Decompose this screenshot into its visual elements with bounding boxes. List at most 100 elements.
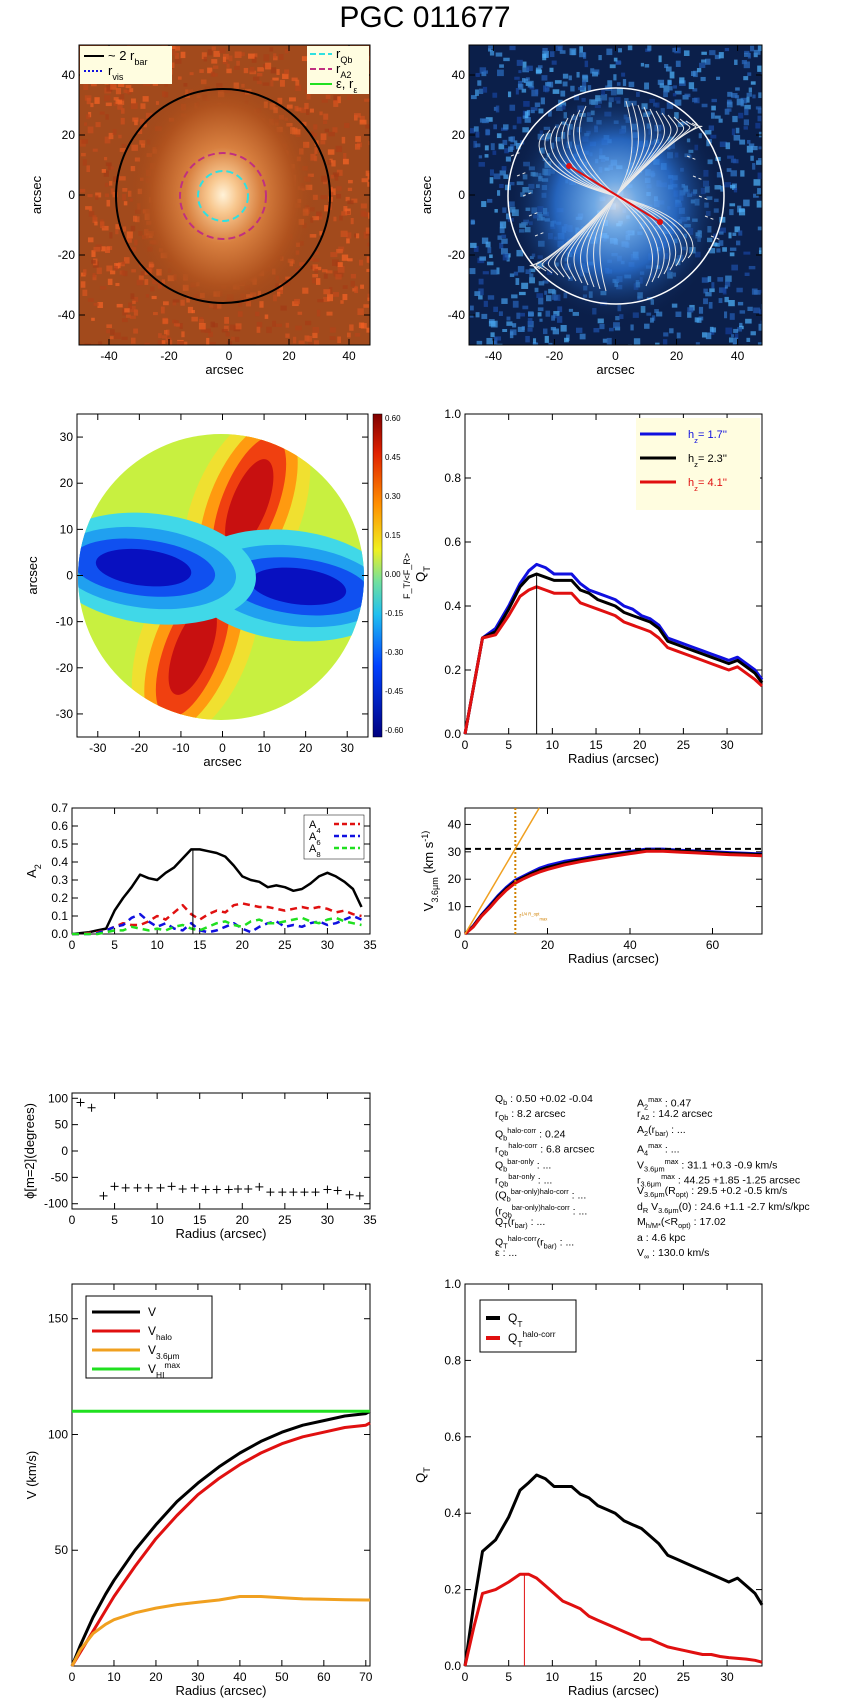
parameter-line: Qbbar-only : ...	[495, 1156, 552, 1174]
bar-position-angle-line	[568, 165, 661, 223]
x-tick-label: 20	[541, 938, 555, 952]
galaxy-light	[128, 75, 318, 315]
x-axis-label: Radius (arcsec)	[568, 751, 659, 766]
x-tick-label: 15	[589, 738, 603, 752]
parameter-line: QThalo-corr(rbar) : ...	[495, 1233, 575, 1251]
chart-fourier_amplitudes: 0 5 10 15 20 25 30 35 0.0 0.1 0.2 0.3 0.4 0.5 0.6 0.7 A2…	[24, 801, 377, 952]
page-title: PGC 011677	[339, 1, 511, 34]
x-tick-label: 20	[236, 1213, 250, 1227]
parameter-line: Qb : 0.50 +0.02 -0.04	[495, 1093, 593, 1108]
y-tick-label: 40	[448, 817, 462, 831]
colorbar	[372, 413, 383, 738]
series-line	[70, 1409, 371, 1667]
circle-2rbar	[115, 88, 331, 304]
force-ratio-map-panel: -30 -20 -10 0 10 20 30 30 20 10 0 -10 -20 -30 arcsec ar…	[25, 413, 412, 769]
plot-frame	[464, 807, 763, 935]
y-tick-label: 0	[61, 1144, 68, 1158]
y-tick-label: 0.8	[444, 471, 461, 485]
x-tick-label: 60	[706, 938, 720, 952]
parameter-line: rA2 : 14.2 arcsec	[637, 1108, 713, 1123]
x-tick-label: 20	[670, 349, 684, 363]
x-tick-label: 40	[623, 938, 637, 952]
y-axis-label: arcsec	[419, 175, 434, 214]
x-tick-label: 10	[257, 741, 271, 755]
x-axis-label: Radius (arcsec)	[568, 951, 659, 966]
phase-point	[190, 1183, 199, 1192]
parameter-line: A2max : 0.47	[637, 1095, 692, 1112]
series-line	[463, 572, 764, 735]
y-tick-label: -20	[56, 661, 74, 675]
y-tick-label: -20	[448, 248, 466, 262]
y-tick-label: 0.4	[444, 599, 461, 613]
legend-right-box	[307, 46, 369, 94]
chart-qt_profiles: 0 5 10 15 20 25 30 0.0 0.2 0.4 0.6 0.8 1.0 Radius (ar…	[413, 407, 764, 766]
series-line	[72, 916, 362, 936]
phase-point	[255, 1182, 264, 1191]
y-tick-label: -10	[56, 615, 74, 629]
x-tick-label: 30	[321, 1213, 335, 1227]
phase-point	[144, 1183, 153, 1192]
y-tick-label: 0.5	[51, 837, 68, 851]
y-tick-label: 0.7	[51, 801, 68, 815]
x-tick-label: 40	[731, 349, 745, 363]
x-tick-label: 30	[720, 1670, 734, 1684]
x-tick-label: 20	[236, 938, 250, 952]
y-tick-label: 40	[452, 68, 466, 82]
phase-point	[167, 1182, 176, 1191]
parameter-summary: Qb : 0.50 +0.02 -0.04 rQb : 8.2 arcsec Qbh…	[495, 1092, 845, 1261]
phase-point	[212, 1185, 221, 1194]
phase-point	[178, 1184, 187, 1193]
legend-label: V	[148, 1305, 156, 1319]
parameter-line: A4max : ...	[637, 1141, 680, 1158]
series-line	[71, 848, 363, 936]
x-tick-label: 70	[359, 1670, 373, 1684]
parameter-line: QT(rbar) : ...	[495, 1216, 546, 1231]
y-tick-label: 0.6	[444, 1430, 461, 1444]
parameter-line: A2(rbar) : ...	[637, 1123, 686, 1138]
inner-slope-line	[464, 807, 540, 935]
parameter-column-left: Qb : 0.50 +0.02 -0.04 rQb : 8.2 arcsec Qbh…	[495, 1092, 594, 1261]
y-tick-label: 1.0	[444, 1277, 461, 1291]
x-tick-label: 20	[149, 1670, 163, 1684]
legend-label: A8​	[309, 843, 321, 859]
series-line	[463, 585, 764, 735]
colorbar-tick-label: -0.30	[385, 648, 404, 657]
parameter-line: V∞ : 130.0 km/s	[637, 1246, 710, 1261]
x-tick-label: 0	[69, 1213, 76, 1227]
x-tick-label: 35	[363, 938, 377, 952]
y-tick-label: -40	[58, 308, 76, 322]
circle-rA2	[179, 152, 267, 240]
y-tick-label: 50	[55, 1543, 69, 1557]
x-axis-label: arcsec	[203, 754, 242, 769]
parameter-column-right: A2max : 0.47 rA2 : 14.2 arcsec A2(rbar) : …	[637, 1092, 810, 1261]
x-tick-label: 30	[341, 741, 355, 755]
parameter-line: V3.6μmmax : 31.1 +0.3 -0.9 km/s	[637, 1156, 778, 1174]
x-tick-label: 15	[193, 1213, 207, 1227]
x-tick-label: 20	[299, 741, 313, 755]
legend-label: ε, rε​	[336, 76, 357, 95]
x-tick-label: 10	[150, 1213, 164, 1227]
x-tick-label: 0	[219, 741, 226, 755]
parameter-line: ε : ...	[495, 1246, 518, 1259]
legend-label: QT​halo-corr​	[508, 1329, 556, 1349]
legend-label: A6​	[309, 831, 321, 847]
parameter-line: a : 4.6 kpc	[637, 1231, 686, 1244]
phase-point	[355, 1191, 364, 1200]
phase-point	[121, 1183, 130, 1192]
legend-label: ~ 2 rbar​	[108, 48, 148, 67]
y-tick-label: 30	[448, 845, 462, 859]
x-tick-label: 15	[193, 938, 207, 952]
x-axis-label: Radius (arcsec)	[175, 1683, 266, 1698]
y-tick-label: 0.0	[444, 727, 461, 741]
phase-point	[201, 1185, 210, 1194]
y-tick-label: 0	[68, 188, 75, 202]
x-tick-label: 0	[226, 349, 233, 363]
parameter-line: (rQbbar-only)halo-corr : ...	[495, 1202, 588, 1220]
series-line	[70, 1595, 370, 1667]
colorbar-tick-label: -0.45	[385, 687, 404, 696]
x-axis-label: Radius (arcsec)	[175, 1226, 266, 1241]
parameter-line: rQb : 8.2 arcsec	[495, 1108, 566, 1123]
x-tick-label: 20	[282, 349, 296, 363]
x-axis-label: Radius (arcsec)	[568, 1683, 659, 1698]
